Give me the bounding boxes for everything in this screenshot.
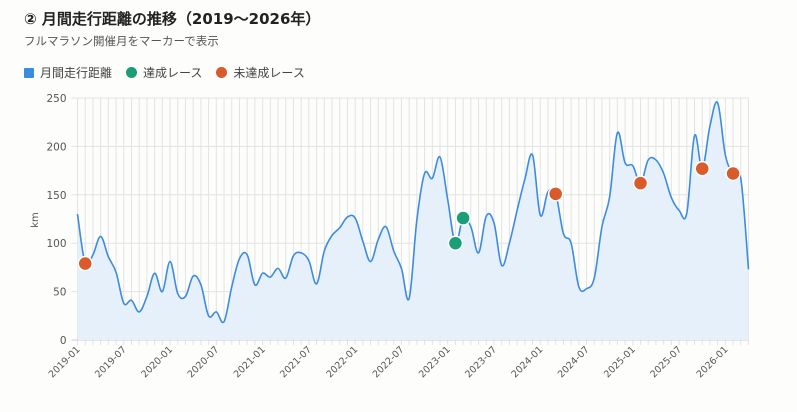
chart-subtitle: フルマラソン開催月をマーカーで表示 xyxy=(24,34,219,48)
legend-swatch-achieved xyxy=(126,67,138,78)
x-tick-label: 2024-07 xyxy=(556,344,592,380)
legend-item-monthly[interactable]: 月間走行距離 xyxy=(24,64,112,81)
legend-label: 未達成レース xyxy=(233,66,305,80)
x-tick-label: 2023-01 xyxy=(417,344,453,380)
x-tick-label: 2020-07 xyxy=(186,344,222,380)
y-tick-label: 0 xyxy=(60,335,67,347)
legend-label: 達成レース xyxy=(143,66,203,80)
y-tick-label: 100 xyxy=(46,238,66,250)
y-tick-label: 250 xyxy=(46,93,66,105)
x-tick-label: 2023-07 xyxy=(463,344,499,380)
x-tick-label: 2020-01 xyxy=(139,344,175,380)
x-tick-label: 2022-07 xyxy=(371,344,407,380)
x-tick-label: 2019-01 xyxy=(47,344,83,380)
legend: 月間走行距離 達成レース 未達成レース xyxy=(24,64,305,81)
x-tick-label: 2021-07 xyxy=(278,344,314,380)
y-tick-label: 150 xyxy=(46,190,66,202)
legend-swatch-not-achieved xyxy=(216,67,228,78)
race-marker-not-achieved[interactable] xyxy=(632,175,649,191)
chart-title: ② 月間走行距離の推移（2019〜2026年） xyxy=(24,10,321,28)
x-tick-label: 2019-07 xyxy=(93,344,129,380)
y-tick-label: 50 xyxy=(53,287,66,299)
race-marker-achieved[interactable] xyxy=(447,235,464,251)
legend-swatch-monthly xyxy=(24,67,34,78)
legend-label: 月間走行距離 xyxy=(40,66,113,80)
legend-item-not-achieved[interactable]: 未達成レース xyxy=(216,64,305,81)
race-marker-not-achieved[interactable] xyxy=(725,165,741,182)
race-marker-not-achieved[interactable] xyxy=(77,255,93,272)
y-axis-title: km xyxy=(30,212,41,228)
x-tick-label: 2022-01 xyxy=(324,344,360,380)
y-tick-label: 200 xyxy=(46,141,66,153)
race-marker-achieved[interactable] xyxy=(455,210,471,226)
race-marker-not-achieved[interactable] xyxy=(694,160,710,177)
x-tick-label: 2026-01 xyxy=(695,344,731,380)
x-tick-label: 2021-01 xyxy=(232,344,268,380)
race-marker-not-achieved[interactable] xyxy=(547,186,564,202)
series-area xyxy=(77,101,749,341)
x-tick-label: 2025-01 xyxy=(602,344,638,380)
x-tick-label: 2024-01 xyxy=(510,344,546,380)
legend-item-achieved[interactable]: 達成レース xyxy=(126,64,202,81)
x-tick-label: 2025-07 xyxy=(648,344,684,380)
